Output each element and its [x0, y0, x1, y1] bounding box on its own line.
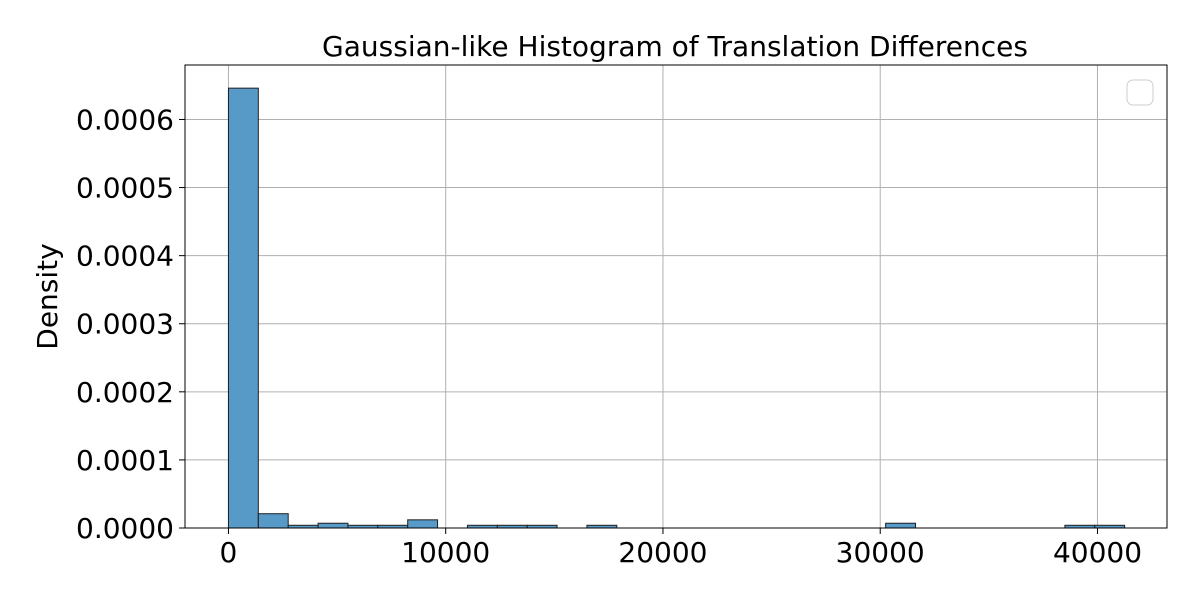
legend-box — [1126, 79, 1154, 106]
y-tick-label: 0.0004 — [76, 240, 174, 273]
y-tick-label: 0.0005 — [76, 172, 174, 205]
chart-title: Gaussian-like Histogram of Translation D… — [322, 30, 1028, 63]
x-tick-label: 40000 — [1053, 536, 1142, 569]
grid-lines — [185, 65, 1167, 529]
histogram-bar — [407, 519, 439, 529]
x-tick-label: 20000 — [618, 536, 707, 569]
histogram-bar — [885, 522, 917, 529]
y-tick-label: 0.0002 — [76, 376, 174, 409]
plot-frame — [184, 64, 1168, 529]
y-tick-label: 0.0006 — [76, 103, 174, 136]
x-tick-label: 10000 — [401, 536, 490, 569]
histogram-bars — [227, 87, 1126, 529]
y-tick-label: 0.0000 — [76, 512, 174, 545]
y-axis: 0.0000 0.0001 0.0002 0.0003 0.0004 0.0005 0.00… — [76, 103, 185, 545]
histogram-bar — [257, 513, 289, 529]
histogram-bar — [227, 87, 259, 529]
x-axis: 0 10000 20000 30000 40000 — [220, 528, 1142, 569]
y-tick-label: 0.0003 — [76, 308, 174, 341]
histogram-bar — [317, 522, 349, 529]
x-tick-label: 0 — [220, 536, 238, 569]
y-axis-label: Density — [31, 243, 64, 349]
x-tick-label: 30000 — [836, 536, 925, 569]
y-tick-label: 0.0001 — [76, 444, 174, 477]
